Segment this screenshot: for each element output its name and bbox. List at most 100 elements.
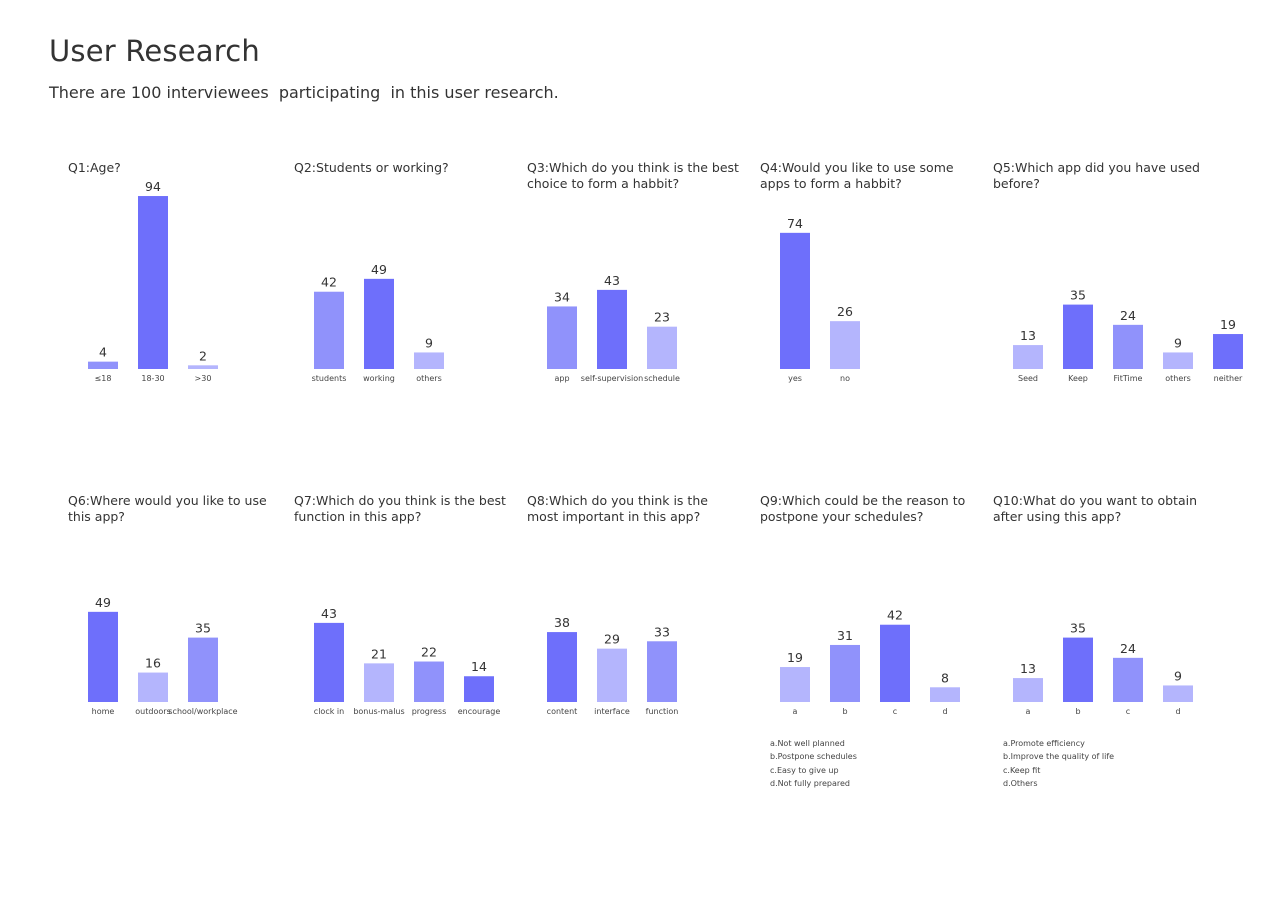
bar-chart: 13 Seed 35 Keep 24 FitTime 9 others 19 neither	[1013, 288, 1243, 383]
bar	[188, 637, 218, 702]
bar	[780, 232, 810, 369]
category-label: b	[842, 707, 847, 716]
chart-title: Q8:Which do you think is the most import…	[527, 493, 708, 524]
bar-value-label: 42	[887, 608, 903, 623]
bar	[414, 661, 444, 702]
bar-value-label: 35	[1070, 621, 1086, 636]
category-label: bonus-malus	[353, 707, 404, 716]
category-label: function	[646, 707, 679, 716]
bar-value-label: 13	[1020, 661, 1036, 676]
category-label: school/workplace	[168, 707, 237, 716]
chart-title: Q2:Students or working?	[294, 160, 449, 175]
bar-value-label: 35	[195, 621, 211, 636]
chart-title: Q7:Which do you think is the best functi…	[294, 493, 506, 524]
chart-panel-q8: Q8:Which do you think is the most import…	[509, 493, 741, 783]
chart-panel-q2: Q2:Students or working? 42 students 49 worki…	[276, 160, 508, 450]
bar	[597, 648, 627, 702]
category-label: working	[363, 374, 395, 383]
legend-item: a.Promote efficiency	[1003, 739, 1085, 748]
bar	[780, 667, 810, 702]
bar	[547, 306, 577, 369]
category-label: interface	[594, 707, 630, 716]
bar	[880, 624, 910, 702]
bar-value-label: 2	[199, 348, 207, 363]
bar-value-label: 38	[554, 615, 570, 630]
category-label: a	[1026, 707, 1031, 716]
category-label: others	[1165, 374, 1190, 383]
bar-value-label: 14	[471, 659, 487, 674]
bar-value-label: 42	[321, 275, 337, 290]
chart-panel-q6: Q6:Where would you like to use this app?…	[50, 493, 282, 783]
chart-panel-q5: Q5:Which app did you have used before? 13…	[975, 160, 1243, 450]
bar	[647, 326, 677, 369]
bar	[930, 687, 960, 702]
bar	[188, 365, 218, 369]
category-label: neither	[1214, 374, 1243, 383]
bar	[364, 663, 394, 702]
category-label: self-supervision	[581, 374, 643, 383]
category-label: Keep	[1068, 374, 1088, 383]
bar	[1113, 657, 1143, 702]
bar	[138, 196, 168, 369]
bar-value-label: 49	[371, 262, 387, 277]
legend-item: b.Improve the quality of life	[1003, 752, 1115, 762]
chart-panel-q4: Q4:Would you like to use some apps to fo…	[742, 160, 974, 450]
category-label: d	[942, 707, 947, 716]
bar-value-label: 19	[787, 650, 803, 665]
page-subtitle: There are 100 interviewees participating…	[49, 83, 559, 102]
bar	[1013, 678, 1043, 702]
category-label: clock in	[314, 707, 344, 716]
category-label: c	[893, 707, 897, 716]
category-label: content	[547, 707, 578, 716]
category-label: yes	[788, 374, 802, 383]
bar	[830, 321, 860, 369]
category-label: b	[1075, 707, 1080, 716]
bar	[1163, 685, 1193, 702]
bar-value-label: 74	[787, 216, 803, 231]
bar	[830, 644, 860, 702]
bar	[314, 622, 344, 702]
category-label: d	[1175, 707, 1180, 716]
bar	[364, 278, 394, 369]
legend-item: d.Not fully prepared	[770, 778, 850, 788]
category-label: encourage	[458, 707, 501, 716]
bar	[547, 632, 577, 702]
bar-chart: 34 app 43 self-supervision 23 schedule	[547, 273, 680, 383]
chart-panel-q1: Q1:Age? 4 ≤18 94 18-30 2 >30	[50, 160, 282, 450]
legend-item: b.Postpone schedules	[770, 752, 857, 762]
category-label: outdoors	[135, 707, 170, 716]
bar-value-label: 33	[654, 624, 670, 639]
bar-value-label: 24	[1120, 641, 1136, 656]
bar-value-label: 13	[1020, 328, 1036, 343]
bar-chart: 74 yes 26 no	[780, 216, 860, 383]
chart-title: Q10:What do you want to obtain after usi…	[993, 493, 1198, 524]
answer-legend: a.Promote efficiency b.Improve the qualit…	[1003, 737, 1114, 790]
category-label: progress	[412, 707, 447, 716]
legend-item: a.Not well planned	[770, 739, 845, 748]
bar-chart: 4 ≤18 94 18-30 2 >30	[88, 179, 218, 383]
bar-value-label: 9	[425, 335, 433, 350]
category-label: home	[92, 707, 115, 716]
legend-item: d.Others	[1003, 778, 1038, 788]
bar-chart: 49 home 16 outdoors 35 school/workplace	[88, 595, 238, 716]
chart-title: Q3:Which do you think is the best choice…	[527, 160, 739, 191]
bar	[647, 641, 677, 702]
chart-title: Q1:Age?	[68, 160, 121, 175]
bar	[1063, 637, 1093, 702]
chart-panel-q7: Q7:Which do you think is the best functi…	[276, 493, 508, 783]
bar-value-label: 43	[321, 606, 337, 621]
category-label: c	[1126, 707, 1130, 716]
category-label: 18-30	[141, 374, 164, 383]
bar-chart: 42 students 49 working 9 others	[312, 262, 444, 383]
bar	[1113, 324, 1143, 369]
bar	[1163, 352, 1193, 369]
bar-value-label: 19	[1220, 317, 1236, 332]
category-label: FitTime	[1114, 374, 1143, 383]
category-label: no	[840, 374, 850, 383]
category-label: others	[416, 374, 441, 383]
bar	[597, 289, 627, 369]
bar-value-label: 35	[1070, 288, 1086, 303]
bar-value-label: 26	[837, 304, 853, 319]
bar-value-label: 4	[99, 345, 107, 360]
bar-value-label: 31	[837, 628, 853, 643]
